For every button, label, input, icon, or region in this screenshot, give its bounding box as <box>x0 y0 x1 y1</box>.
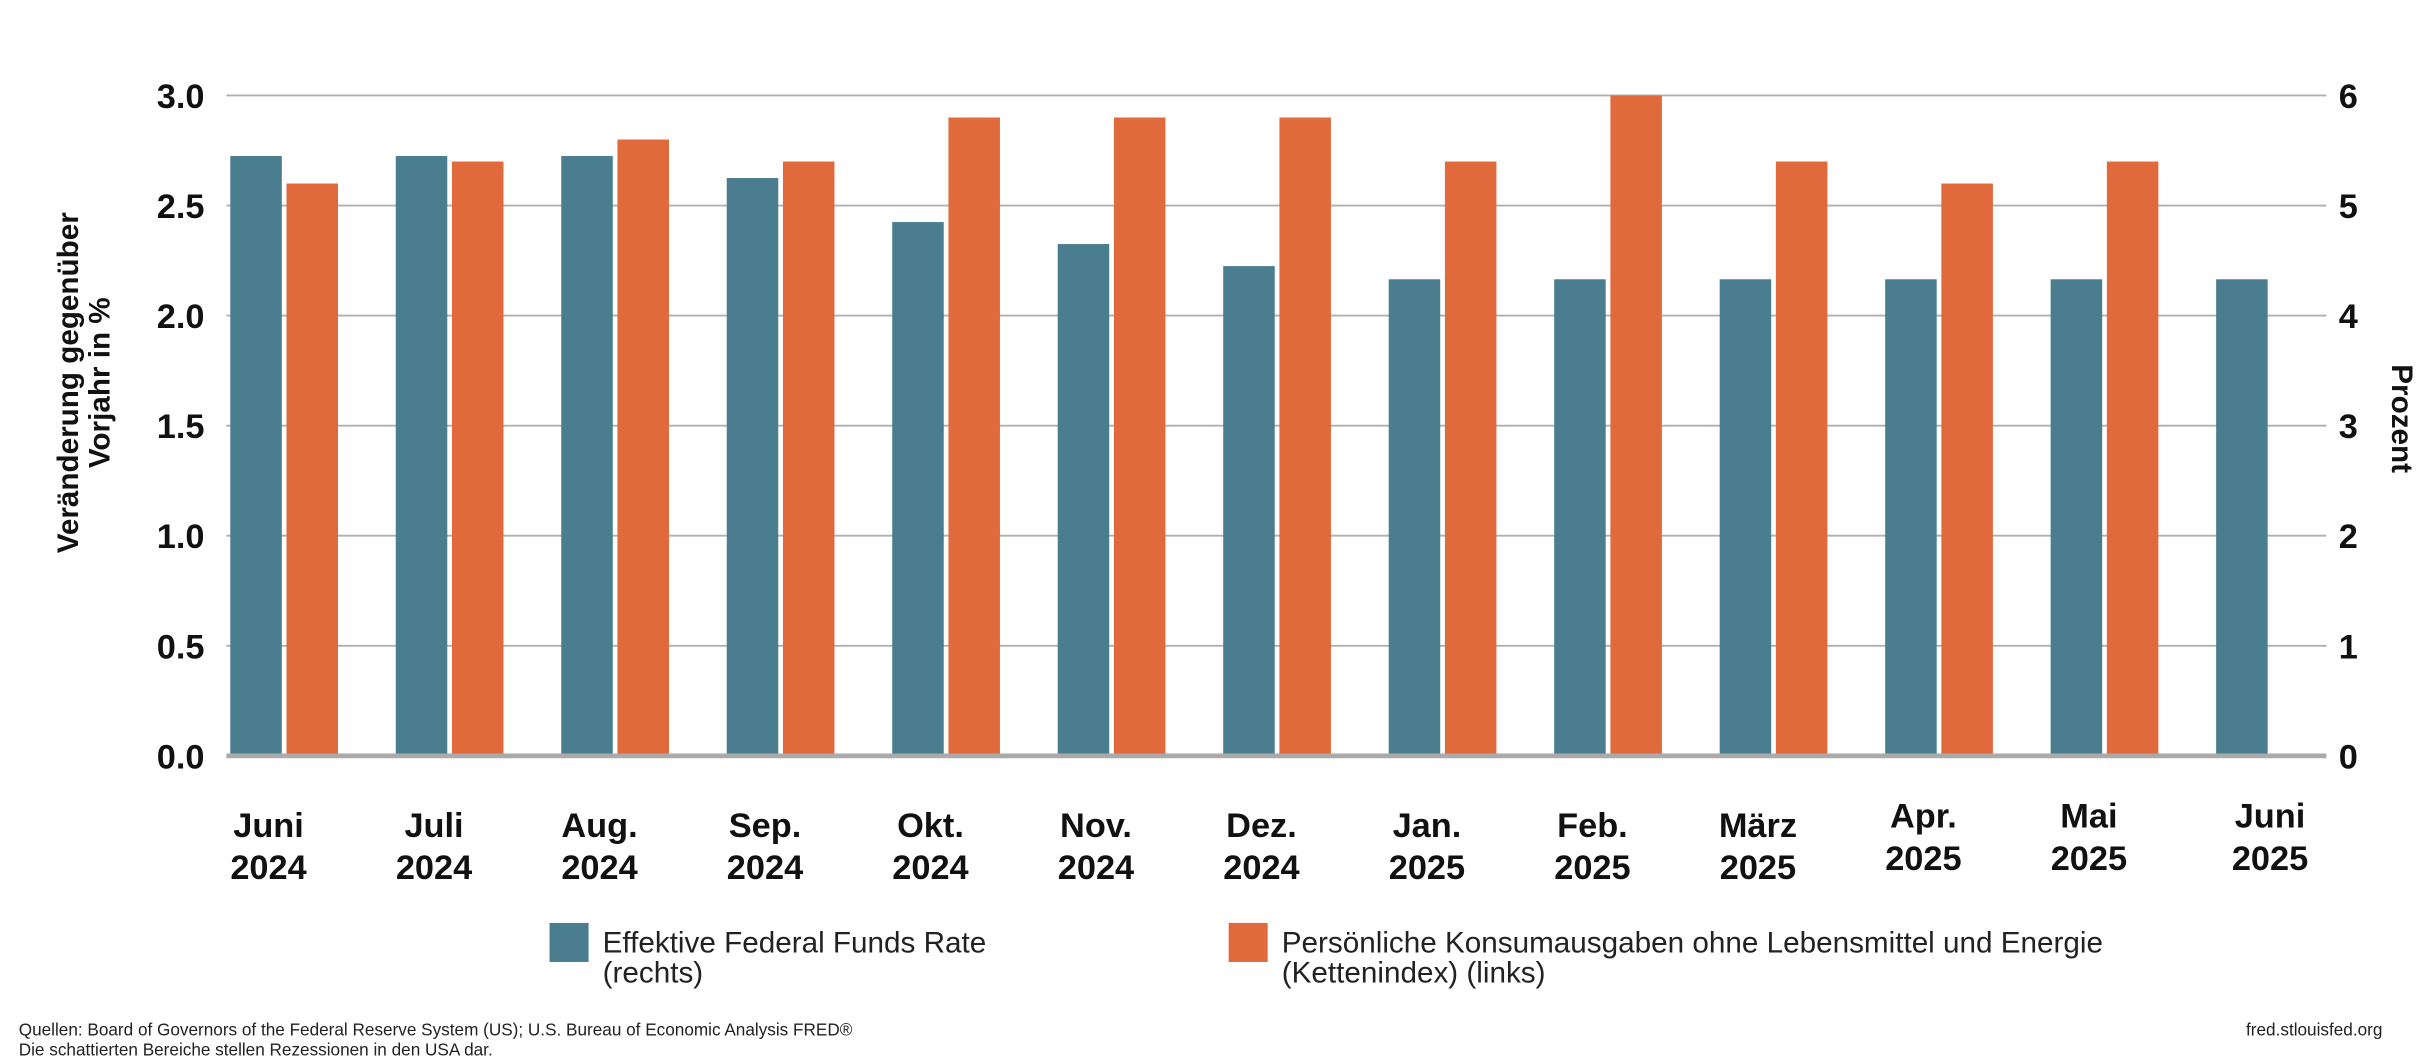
y-label-line: Vorjahr in % <box>83 297 116 468</box>
source: Quellen: Board of Governors of the Feder… <box>19 1019 853 1039</box>
bar <box>1719 279 1772 756</box>
bar <box>286 183 339 756</box>
bar <box>1554 279 1606 756</box>
x-tick-label: 2024 <box>561 849 637 887</box>
x-tick-label: Okt. <box>897 807 964 845</box>
bar <box>1444 161 1497 756</box>
bar <box>1388 279 1441 756</box>
bar <box>617 139 669 756</box>
bar <box>395 156 448 756</box>
y-tick-label: 3.0 <box>157 78 205 116</box>
legend-label: Persönliche Konsumausgaben ohne Lebensmi… <box>1281 929 2104 991</box>
bar <box>1610 95 1662 756</box>
y-label: Veränderung gegenüber Vorjahr in % <box>52 212 116 554</box>
bar <box>451 161 504 756</box>
x-tick-label: 2025 <box>1389 849 1465 887</box>
x-tick-label: 2024 <box>892 849 968 887</box>
x-tick-label: 2025 <box>2051 840 2127 878</box>
bar <box>1941 183 1993 756</box>
bar <box>892 222 944 756</box>
legend-item: Persönliche Konsumausgaben ohne Lebensmi… <box>1281 929 2104 991</box>
legend-item: Effektive Federal Funds Rate (rechts) <box>602 929 987 991</box>
x-tick-label: Sep. <box>729 807 802 845</box>
x-tick-label: 2024 <box>1058 849 1134 887</box>
bar <box>1885 279 1937 756</box>
bar <box>2050 279 2103 756</box>
bar <box>1057 244 1110 756</box>
y2-tick-label: 0 <box>2339 738 2358 776</box>
x-tick-label: Juli <box>404 807 463 845</box>
bar <box>1279 117 1331 756</box>
x-tick-label: 2025 <box>1720 849 1796 887</box>
x-tick-label: 2024 <box>1223 849 1299 887</box>
x-tick-label: Juni <box>233 807 304 845</box>
x-tick-label: Juni <box>2235 798 2306 836</box>
x-tick-label: 2025 <box>1885 840 1961 878</box>
bar <box>782 161 835 756</box>
y-tick-label: 1.0 <box>157 518 205 556</box>
y2-tick-label: 5 <box>2339 188 2358 226</box>
x-tick-label: Mai <box>2060 798 2117 836</box>
credit: fred.stlouisfed.org <box>2246 1019 2382 1039</box>
x-tick-label: Apr. <box>1890 798 1957 836</box>
bar <box>561 156 613 756</box>
x-tick-label: Jan. <box>1393 807 1462 845</box>
x-tick-label: 2024 <box>396 849 472 887</box>
x-tick-label: 2024 <box>230 849 306 887</box>
x-tick-label: 2024 <box>727 849 803 887</box>
y-tick-label: 2.5 <box>157 188 205 226</box>
legend-swatch <box>549 922 589 962</box>
y2-tick-label: 4 <box>2339 298 2358 336</box>
y-tick-label: 0.5 <box>157 628 205 666</box>
x-tick-label: Nov. <box>1060 807 1132 845</box>
bar <box>230 156 282 756</box>
y-tick-label: 0.0 <box>157 738 205 776</box>
x-tick-label: Feb. <box>1557 807 1628 845</box>
y-label-line: Veränderung gegenüber <box>52 212 85 554</box>
x-tick-label: 2025 <box>1554 849 1630 887</box>
source: Die schattierten Bereiche stellen Rezess… <box>19 1040 493 1059</box>
bar <box>1113 117 1166 756</box>
x-tick-label: Aug. <box>561 807 637 845</box>
bar <box>1775 161 1828 756</box>
y-tick-label: 1.5 <box>157 408 205 446</box>
x-tick-label: 2025 <box>2232 840 2308 878</box>
bar <box>2216 279 2268 756</box>
y2-tick-label: 2 <box>2339 518 2358 556</box>
y2-tick-label: 6 <box>2339 78 2358 116</box>
y2-label: Prozent <box>2385 364 2418 473</box>
y-tick-label: 2.0 <box>157 298 205 336</box>
y2-tick-label: 1 <box>2339 628 2358 666</box>
bar <box>948 117 1000 756</box>
x-tick-label: Dez. <box>1226 807 1297 845</box>
x-tick-label: März <box>1719 807 1797 845</box>
legend-swatch <box>1228 922 1268 962</box>
bar <box>726 178 779 756</box>
y2-tick-label: 3 <box>2339 408 2358 446</box>
bar <box>1223 266 1275 756</box>
bar <box>2106 161 2159 756</box>
legend-label: Effektive Federal Funds Rate (rechts) <box>602 929 987 991</box>
